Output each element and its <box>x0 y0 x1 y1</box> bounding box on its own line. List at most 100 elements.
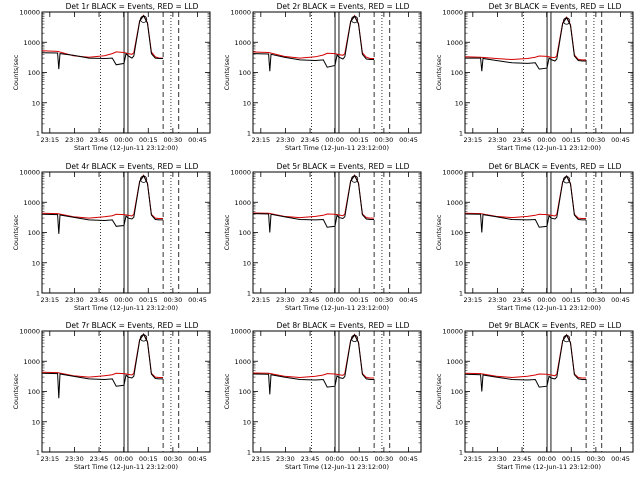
series-line-black <box>41 333 164 399</box>
x-axis-label: Start Time (12-Jun-11 23:12:00) <box>285 304 389 312</box>
x-axis-label: Start Time (12-Jun-11 23:12:00) <box>497 144 601 152</box>
y-tick-label: 10000 <box>442 328 463 336</box>
y-tick-label: 1 <box>247 449 251 457</box>
series-line-black <box>252 174 375 233</box>
y-tick-label: 10000 <box>230 9 251 17</box>
series-line-black <box>464 334 587 392</box>
chart-panel-7: Det 7r BLACK = Events, RED = LLD 1 10 100 10… <box>12 321 211 471</box>
x-axis-label: Start Time (12-Jun-11 23:12:00) <box>497 304 601 312</box>
y-tick-label: 10000 <box>19 169 40 177</box>
x-tick-label: 00:30 <box>164 136 183 144</box>
chart-title: Det 3r BLACK = Events, RED = LLD <box>489 2 622 11</box>
chart-panel-9: Det 9r BLACK = Events, RED = LLD 1 10 100 10… <box>435 321 634 471</box>
peak-marker <box>562 176 571 184</box>
y-tick-label: 10000 <box>19 9 40 17</box>
x-tick-label: 00:15 <box>350 136 369 144</box>
y-tick-label: 100 <box>239 69 251 77</box>
x-axis-label: Start Time (12-Jun-11 23:12:00) <box>74 144 178 152</box>
y-tick-label: 10 <box>32 418 40 426</box>
y-tick-label: 10 <box>243 259 251 267</box>
y-tick-label: 100 <box>28 229 40 237</box>
y-tick-label: 1000 <box>234 199 251 207</box>
x-tick-label: 23:30 <box>276 296 295 304</box>
peak-marker <box>139 334 148 342</box>
x-tick-label: 23:45 <box>513 296 532 304</box>
x-tick-label: 00:00 <box>114 296 133 304</box>
y-tick-label: 100 <box>239 388 251 396</box>
x-tick-label: 23:15 <box>251 136 270 144</box>
series-line-red <box>464 333 587 379</box>
x-tick-label: 00:30 <box>375 455 394 463</box>
x-tick-label: 23:15 <box>463 136 482 144</box>
y-tick-label: 1000 <box>446 358 463 366</box>
y-tick-label: 10000 <box>230 169 251 177</box>
y-tick-label: 1 <box>459 290 463 298</box>
series-line-black <box>252 334 375 395</box>
y-tick-label: 1 <box>36 290 40 298</box>
x-tick-label: 23:45 <box>90 455 109 463</box>
y-tick-label: 100 <box>28 69 40 77</box>
chart-title: Det 4r BLACK = Events, RED = LLD <box>66 162 199 171</box>
x-tick-label: 23:45 <box>301 455 320 463</box>
peak-marker <box>139 175 148 183</box>
y-tick-label: 1 <box>247 290 251 298</box>
chart-panel-4: Det 4r BLACK = Events, RED = LLD 1 10 100 10… <box>12 162 211 312</box>
x-tick-label: 23:45 <box>90 136 109 144</box>
y-tick-label: 10 <box>455 259 463 267</box>
x-tick-label: 00:45 <box>399 455 418 463</box>
plot-frame <box>41 171 211 294</box>
y-axis-label: Counts/sec <box>12 373 20 409</box>
x-tick-label: 00:30 <box>164 455 183 463</box>
plot-frame <box>464 11 634 134</box>
x-tick-label: 00:00 <box>537 455 556 463</box>
y-tick-label: 1000 <box>23 39 40 47</box>
y-tick-label: 1 <box>36 449 40 457</box>
series-line-black <box>41 14 164 70</box>
x-tick-label: 00:30 <box>587 296 606 304</box>
chart-title: Det 1r BLACK = Events, RED = LLD <box>66 2 199 11</box>
chart-title: Det 8r BLACK = Events, RED = LLD <box>277 321 410 330</box>
chart-title: Det 6r BLACK = Events, RED = LLD <box>489 162 622 171</box>
y-tick-label: 100 <box>451 69 463 77</box>
plot-frame <box>252 171 422 294</box>
x-tick-label: 23:30 <box>65 296 84 304</box>
y-tick-label: 10 <box>32 259 40 267</box>
plot-frame <box>464 171 634 294</box>
y-axis-label: Counts/sec <box>12 214 20 250</box>
chart-panel-6: Det 6r BLACK = Events, RED = LLD 1 10 100 10… <box>435 162 634 312</box>
x-tick-label: 00:45 <box>611 136 630 144</box>
x-tick-label: 23:30 <box>488 296 507 304</box>
x-tick-label: 00:00 <box>325 455 344 463</box>
chart-title: Det 9r BLACK = Events, RED = LLD <box>489 321 622 330</box>
x-tick-label: 00:45 <box>188 455 207 463</box>
y-tick-label: 1000 <box>23 358 40 366</box>
peak-marker <box>350 16 359 24</box>
series-line-black <box>465 16 587 72</box>
y-tick-label: 1000 <box>234 39 251 47</box>
x-tick-label: 00:15 <box>139 136 158 144</box>
plot-frame <box>464 330 634 453</box>
y-tick-label: 10 <box>455 99 463 107</box>
x-tick-label: 23:15 <box>40 296 59 304</box>
y-tick-label: 100 <box>451 229 463 237</box>
x-tick-label: 23:45 <box>301 296 320 304</box>
y-tick-label: 1 <box>459 130 463 138</box>
x-tick-label: 23:30 <box>65 136 84 144</box>
x-tick-label: 23:30 <box>276 136 295 144</box>
x-tick-label: 00:00 <box>114 136 133 144</box>
x-tick-label: 23:30 <box>488 455 507 463</box>
y-axis-label: Counts/sec <box>435 54 443 90</box>
chart-title: Det 2r BLACK = Events, RED = LLD <box>277 2 410 11</box>
x-tick-label: 00:15 <box>139 296 158 304</box>
series-line-red <box>464 16 587 61</box>
plot-frame <box>41 11 211 134</box>
x-tick-label: 00:45 <box>188 296 207 304</box>
x-tick-label: 23:15 <box>463 455 482 463</box>
y-tick-label: 1 <box>459 449 463 457</box>
y-tick-label: 1 <box>247 130 251 138</box>
y-tick-label: 10000 <box>442 169 463 177</box>
x-tick-label: 00:00 <box>537 136 556 144</box>
x-tick-label: 00:00 <box>325 296 344 304</box>
x-tick-label: 00:00 <box>537 296 556 304</box>
